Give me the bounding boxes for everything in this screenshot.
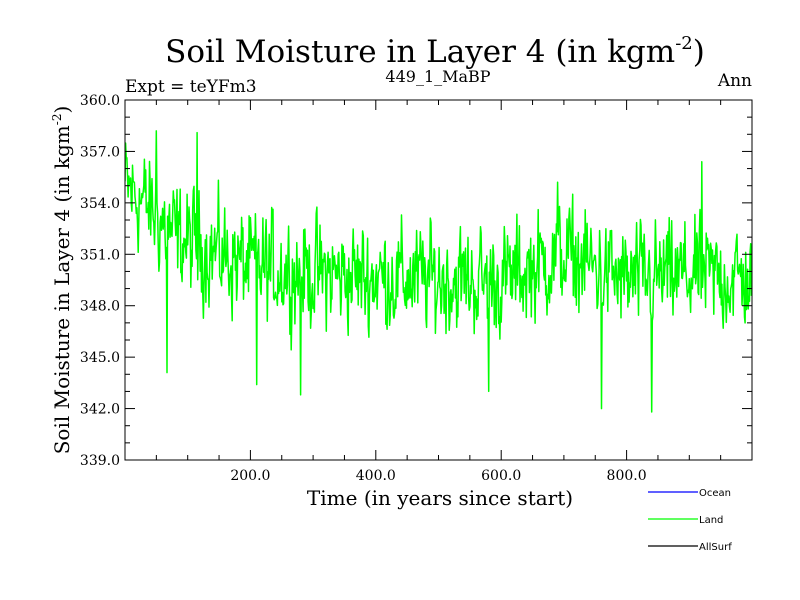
y-tick-label: 339.0 xyxy=(80,453,120,469)
chart-title-close: ) xyxy=(693,34,705,70)
legend-label-land: Land xyxy=(699,515,723,526)
y-tick-label: 351.0 xyxy=(80,247,120,263)
x-axis-label: Time (in years since start) xyxy=(307,486,573,510)
y-axis-label-main: Soil Moisture in Layer 4 (in kgm xyxy=(50,125,74,454)
subtitle-left: Expt = teYFm3 xyxy=(125,77,257,97)
chart-title: Soil Moisture in Layer 4 (in kgm-2) xyxy=(165,33,705,70)
chart-title-sup: -2 xyxy=(675,33,693,54)
plot-area xyxy=(125,130,752,413)
legend: Ocean Land AllSurf xyxy=(648,488,732,553)
y-axis-label: Soil Moisture in Layer 4 (in kgm-2) xyxy=(50,106,74,455)
chart-title-main: Soil Moisture in Layer 4 (in kgm xyxy=(165,34,675,70)
x-tick-label: 400.0 xyxy=(356,468,396,484)
subtitle-right: Ann xyxy=(717,71,752,91)
series-line-land xyxy=(125,130,752,413)
y-tick-label: 345.0 xyxy=(80,350,120,366)
y-tick-label: 342.0 xyxy=(80,402,120,418)
tick-group: 200.0 400.0 600.0 800.0 339.0 342.0 345.0 348.0… xyxy=(80,93,752,484)
y-tick-label: 354.0 xyxy=(80,196,120,212)
y-axis-label-close: ) xyxy=(50,106,74,114)
y-tick-label: 357.0 xyxy=(80,144,120,160)
y-tick-label: 348.0 xyxy=(80,299,120,315)
legend-label-ocean: Ocean xyxy=(699,488,731,499)
legend-label-allsurf: AllSurf xyxy=(699,542,732,553)
y-axis-label-sup: -2 xyxy=(50,114,64,126)
y-tick-label: 360.0 xyxy=(80,93,120,109)
x-tick-label: 600.0 xyxy=(481,468,521,484)
x-tick-label: 800.0 xyxy=(607,468,647,484)
subtitle-center: 449_1_MaBP xyxy=(385,67,490,86)
x-tick-label: 200.0 xyxy=(230,468,270,484)
